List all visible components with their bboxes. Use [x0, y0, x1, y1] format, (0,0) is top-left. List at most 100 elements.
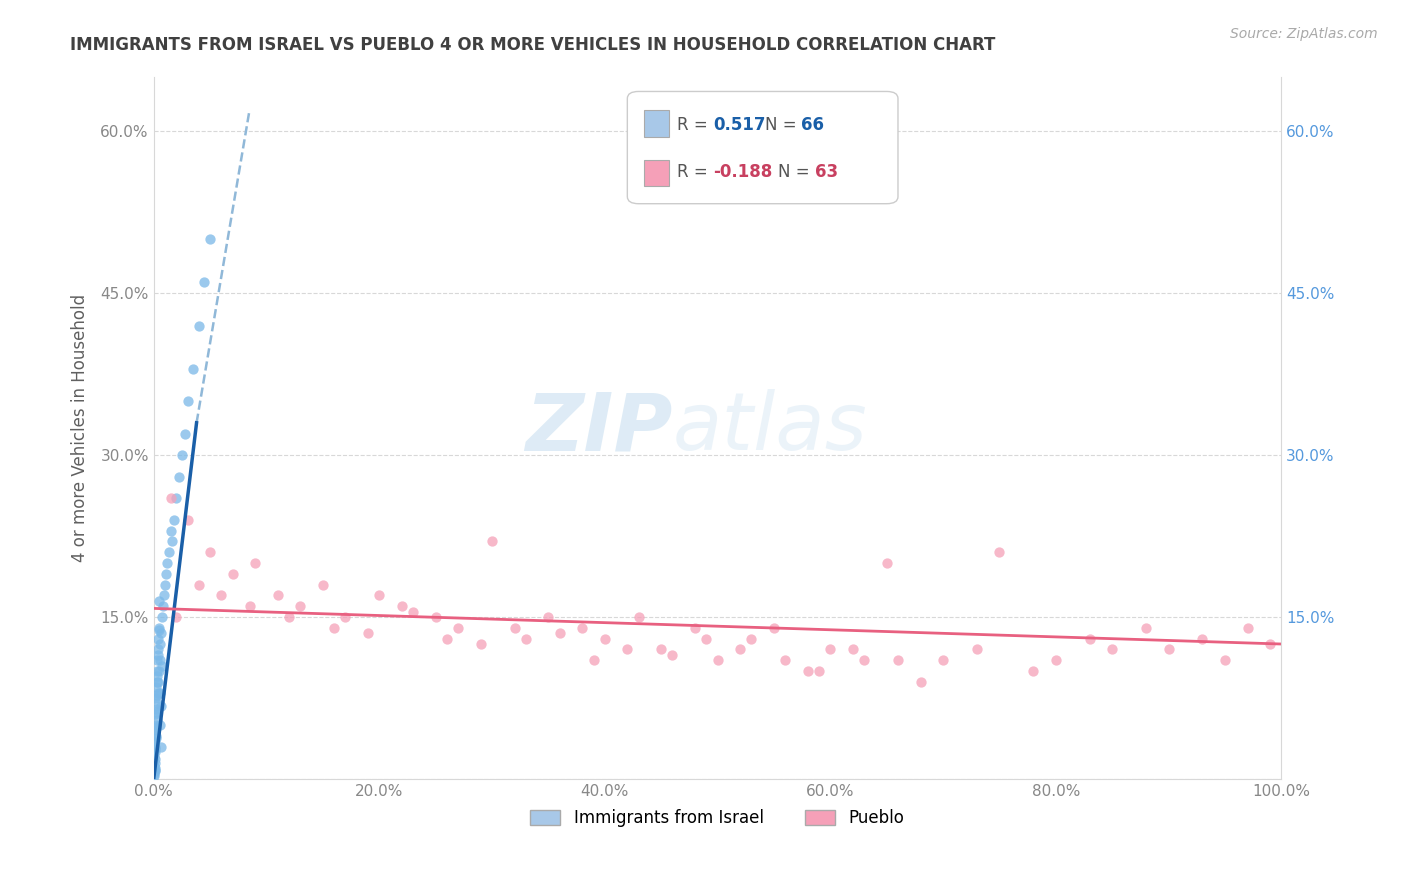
Point — [145, 720, 167, 734]
FancyBboxPatch shape — [644, 160, 669, 186]
Text: R =: R = — [676, 163, 713, 181]
Point — [425, 610, 447, 624]
Point — [165, 610, 187, 624]
Point — [150, 658, 173, 673]
Point — [145, 731, 167, 745]
Point — [797, 664, 820, 678]
Point — [773, 653, 796, 667]
Point — [156, 556, 179, 570]
Point — [145, 674, 167, 689]
Point — [988, 545, 1011, 559]
Point — [650, 642, 672, 657]
Point — [627, 610, 650, 624]
Point — [436, 632, 458, 646]
Point — [143, 761, 166, 775]
Point — [1078, 632, 1101, 646]
Point — [198, 232, 221, 246]
Point — [148, 594, 170, 608]
Point — [150, 698, 173, 713]
Point — [170, 448, 193, 462]
Point — [571, 621, 593, 635]
Point — [143, 764, 166, 778]
Point — [143, 741, 166, 756]
Point — [143, 764, 166, 779]
Point — [148, 674, 170, 689]
Point — [153, 589, 176, 603]
Text: 0.517: 0.517 — [713, 116, 765, 134]
Point — [143, 769, 166, 783]
Point — [143, 752, 166, 766]
Point — [1045, 653, 1067, 667]
Text: -0.188: -0.188 — [713, 163, 772, 181]
Point — [163, 513, 186, 527]
FancyBboxPatch shape — [627, 92, 898, 203]
Point — [187, 318, 209, 333]
Point — [853, 653, 876, 667]
Point — [149, 637, 172, 651]
Point — [145, 705, 167, 719]
Point — [198, 545, 221, 559]
Point — [145, 688, 167, 702]
Point — [146, 653, 169, 667]
Point — [221, 566, 243, 581]
Legend: Immigrants from Israel, Pueblo: Immigrants from Israel, Pueblo — [524, 803, 911, 834]
Point — [165, 491, 187, 506]
Text: atlas: atlas — [672, 389, 868, 467]
Point — [887, 653, 910, 667]
Point — [152, 599, 174, 614]
Point — [143, 723, 166, 738]
Point — [143, 759, 166, 773]
Point — [1191, 632, 1213, 646]
Point — [159, 545, 181, 559]
Point — [966, 642, 988, 657]
Point — [470, 637, 492, 651]
Point — [368, 589, 391, 603]
Point — [159, 524, 181, 538]
Text: R =: R = — [676, 116, 713, 134]
Point — [155, 566, 177, 581]
Point — [661, 648, 683, 662]
Text: IMMIGRANTS FROM ISRAEL VS PUEBLO 4 OR MORE VEHICLES IN HOUSEHOLD CORRELATION CHA: IMMIGRANTS FROM ISRAEL VS PUEBLO 4 OR MO… — [70, 36, 995, 54]
Point — [143, 766, 166, 780]
Point — [146, 669, 169, 683]
Point — [728, 642, 751, 657]
Point — [267, 589, 290, 603]
Text: 66: 66 — [801, 116, 824, 134]
Point — [820, 642, 842, 657]
Text: N =: N = — [779, 163, 815, 181]
Point — [160, 534, 183, 549]
Point — [148, 632, 170, 646]
Point — [143, 750, 166, 764]
Point — [153, 577, 176, 591]
Point — [1258, 637, 1281, 651]
Point — [683, 621, 706, 635]
Text: 63: 63 — [814, 163, 838, 181]
Point — [1213, 653, 1236, 667]
Point — [762, 621, 785, 635]
Point — [245, 556, 267, 570]
Point — [695, 632, 717, 646]
Point — [145, 713, 167, 727]
Point — [1135, 621, 1157, 635]
Point — [148, 664, 170, 678]
Point — [932, 653, 955, 667]
Point — [181, 361, 204, 376]
Point — [148, 623, 170, 637]
Point — [143, 756, 166, 770]
Point — [145, 690, 167, 705]
Point — [593, 632, 616, 646]
Y-axis label: 4 or more Vehicles in Household: 4 or more Vehicles in Household — [72, 294, 89, 562]
Point — [143, 745, 166, 759]
Point — [402, 605, 425, 619]
Point — [335, 610, 357, 624]
Point — [239, 599, 262, 614]
Point — [391, 599, 413, 614]
Point — [447, 621, 470, 635]
Point — [842, 642, 865, 657]
Point — [193, 276, 215, 290]
Point — [149, 739, 172, 754]
Text: N =: N = — [765, 116, 801, 134]
Point — [145, 734, 167, 748]
Point — [1022, 664, 1045, 678]
Point — [143, 739, 166, 754]
